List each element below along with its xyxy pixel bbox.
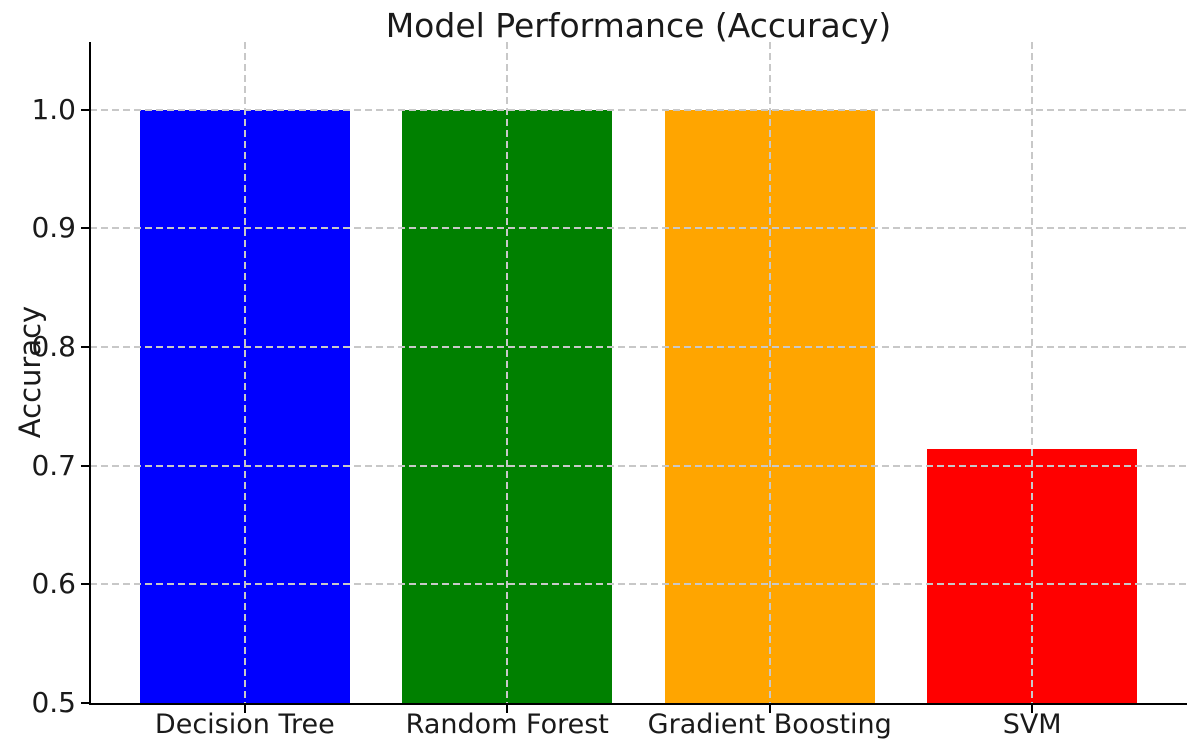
y-tick-mark: [81, 227, 89, 230]
v-gridline: [243, 42, 246, 703]
x-axis-spine: [89, 703, 1187, 705]
y-tick-label: 0.5: [31, 686, 76, 719]
x-tick-mark: [243, 705, 246, 713]
y-tick-label: 0.8: [31, 329, 76, 363]
chart-title: Model Performance (Accuracy): [385, 6, 892, 45]
y-tick-mark: [81, 464, 89, 467]
v-gridline: [1031, 42, 1034, 703]
h-gridline: [90, 108, 1187, 111]
y-tick-label: 1.0: [31, 92, 76, 126]
y-tick-mark: [81, 702, 89, 704]
v-gridline: [506, 42, 509, 703]
y-tick-mark: [81, 108, 89, 111]
h-gridline: [90, 345, 1187, 348]
y-axis-label: Accuracy: [13, 305, 47, 439]
x-tick-mark: [506, 705, 509, 713]
y-axis-spine: [89, 42, 91, 705]
v-gridline: [768, 42, 771, 703]
x-tick-label: SVM: [1002, 709, 1062, 740]
h-gridline: [90, 464, 1187, 467]
y-tick-label: 0.6: [31, 567, 76, 601]
x-tick-label: Decision Tree: [154, 709, 335, 740]
h-gridline: [90, 583, 1187, 586]
x-tick-label: Gradient Boosting: [647, 709, 892, 740]
x-tick-mark: [768, 705, 771, 713]
h-gridline: [90, 227, 1187, 230]
y-tick-mark: [81, 583, 89, 586]
y-tick-label: 0.9: [31, 211, 76, 245]
y-tick-mark: [81, 345, 89, 348]
x-tick-label: Random Forest: [405, 709, 609, 740]
x-tick-mark: [1031, 705, 1034, 713]
plot-area: [90, 42, 1187, 703]
y-tick-label: 0.7: [31, 448, 76, 482]
